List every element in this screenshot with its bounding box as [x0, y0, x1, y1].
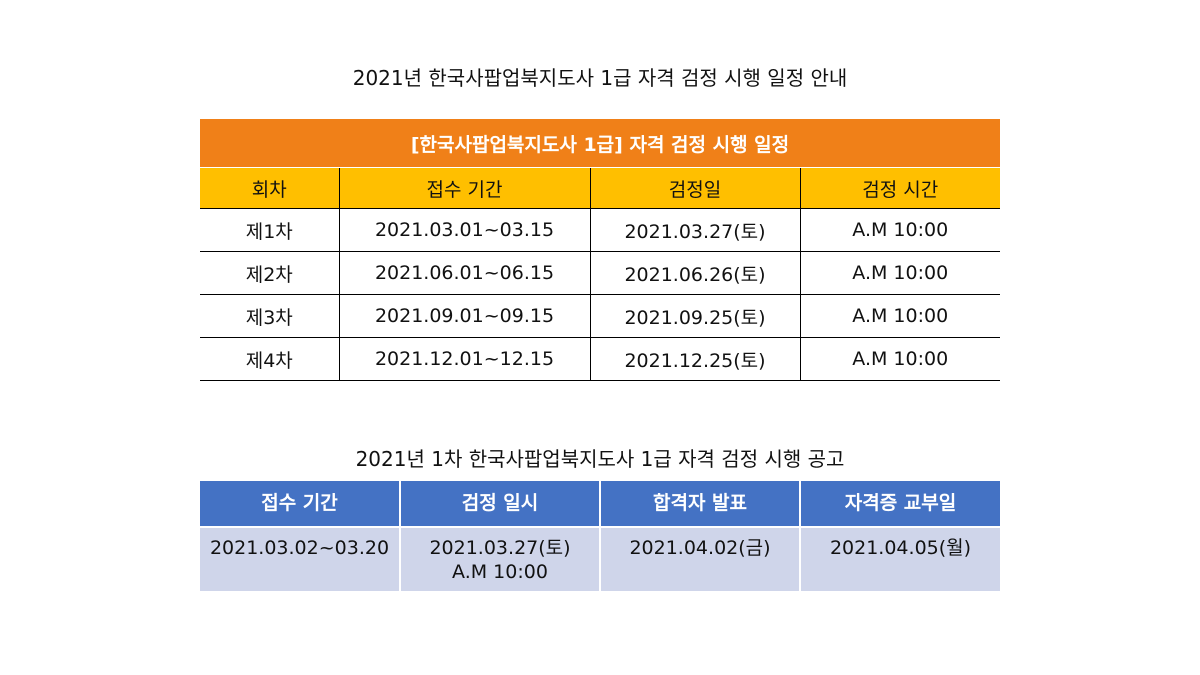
exam-date-cell: 2021.06.26(토)	[590, 251, 801, 295]
exam-date-cell: 2021.03.27(토)	[590, 208, 801, 252]
table-row: 제1차 2021.03.01~03.15 2021.03.27(토) A.M 1…	[200, 208, 1000, 252]
exam-date-cell: 2021.12.25(토)	[590, 337, 801, 381]
exam-time-cell: A.M 10:00	[800, 251, 1000, 295]
table-row: 제3차 2021.09.01~09.15 2021.09.25(토) A.M 1…	[200, 294, 1000, 338]
round-cell: 제1차	[200, 208, 340, 252]
table-row: 2021.03.02~03.20 2021.03.27(토) A.M 10:00…	[200, 527, 1000, 591]
column-header-round: 회차	[200, 167, 340, 209]
table-row: 제2차 2021.06.01~06.15 2021.06.26(토) A.M 1…	[200, 251, 1000, 295]
application-period-cell: 2021.12.01~12.15	[339, 337, 591, 381]
announcement-table: 접수 기간 검정 일시 합격자 발표 자격증 교부일 2021.03.02~03…	[200, 481, 1000, 591]
application-period-cell: 2021.03.01~03.15	[339, 208, 591, 252]
exam-time-cell: A.M 10:00	[800, 294, 1000, 338]
schedule-banner-row: [한국사팝업북지도사 1급] 자격 검정 시행 일정	[200, 119, 1000, 168]
table-row: 제4차 2021.12.01~12.15 2021.12.25(토) A.M 1…	[200, 337, 1000, 381]
application-period-cell: 2021.03.02~03.20	[200, 527, 400, 591]
result-announcement-cell: 2021.04.02(금)	[599, 527, 800, 591]
column-header-application-period: 접수 기간	[200, 481, 400, 528]
round-cell: 제2차	[200, 251, 340, 295]
column-header-exam-date: 검정일	[590, 167, 801, 209]
schedule-table: [한국사팝업북지도사 1급] 자격 검정 시행 일정 회차 접수 기간 검정일 …	[200, 119, 1000, 381]
exam-datetime-cell: 2021.03.27(토) A.M 10:00	[399, 527, 600, 591]
announcement-header-row: 접수 기간 검정 일시 합격자 발표 자격증 교부일	[200, 481, 1000, 528]
announcement-title: 2021년 1차 한국사팝업북지도사 1급 자격 검정 시행 공고	[355, 447, 845, 471]
exam-date-text: 2021.03.27(토)	[429, 537, 571, 559]
exam-date-cell: 2021.09.25(토)	[590, 294, 801, 338]
exam-time-text: A.M 10:00	[452, 561, 548, 583]
exam-time-cell: A.M 10:00	[800, 208, 1000, 252]
schedule-title: 2021년 한국사팝업북지도사 1급 자격 검정 시행 일정 안내	[352, 66, 848, 90]
column-header-exam-datetime: 검정 일시	[399, 481, 600, 528]
round-cell: 제4차	[200, 337, 340, 381]
application-period-cell: 2021.06.01~06.15	[339, 251, 591, 295]
application-period-cell: 2021.09.01~09.15	[339, 294, 591, 338]
column-header-exam-time: 검정 시간	[800, 167, 1000, 209]
column-header-application-period: 접수 기간	[339, 167, 591, 209]
column-header-result-announcement: 합격자 발표	[599, 481, 800, 528]
schedule-banner: [한국사팝업북지도사 1급] 자격 검정 시행 일정	[200, 119, 1000, 168]
round-cell: 제3차	[200, 294, 340, 338]
column-header-certificate-issue-date: 자격증 교부일	[799, 481, 1000, 528]
certificate-issue-date-cell: 2021.04.05(월)	[799, 527, 1000, 591]
exam-time-cell: A.M 10:00	[800, 337, 1000, 381]
schedule-header-row: 회차 접수 기간 검정일 검정 시간	[200, 167, 1000, 209]
